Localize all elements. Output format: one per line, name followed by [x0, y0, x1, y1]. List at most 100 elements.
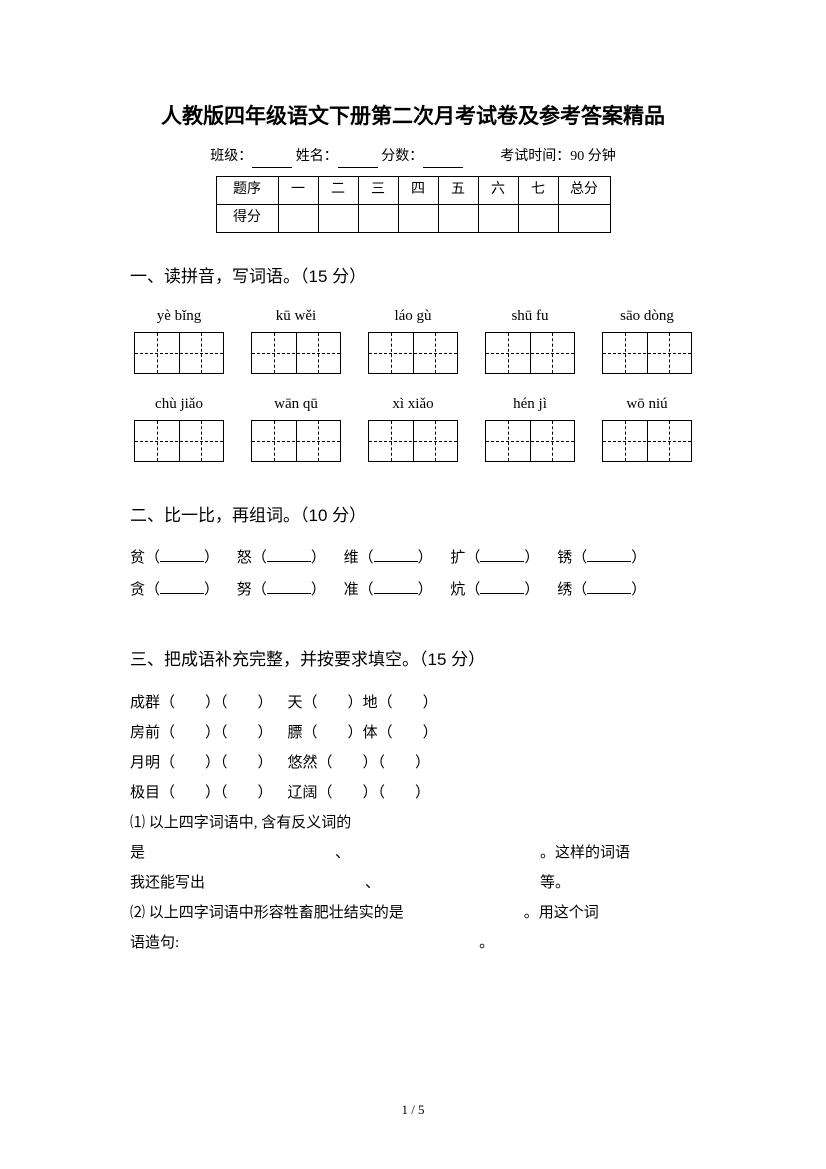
- pinyin-item: hén jì: [481, 392, 579, 462]
- idiom-part: 天: [288, 695, 303, 711]
- idiom-part: 极目: [130, 785, 160, 801]
- pinyin-row-2: chù jiǎo wān qū xì xiǎo hén jì wō niú: [130, 392, 696, 462]
- total-cell[interactable]: [558, 204, 610, 232]
- pinyin-item: wān qū: [247, 392, 345, 462]
- idiom-part: 悠然: [288, 755, 318, 771]
- col-header: 一: [278, 176, 318, 204]
- char-box[interactable]: [251, 332, 341, 374]
- pinyin-text: shū fu: [481, 304, 579, 324]
- blank[interactable]: [587, 580, 631, 594]
- char-box[interactable]: [485, 420, 575, 462]
- blank[interactable]: [480, 548, 524, 562]
- char-box[interactable]: [368, 420, 458, 462]
- class-label: 班级：: [210, 149, 252, 164]
- q2-line2: 语造句: 。: [130, 928, 696, 958]
- section2-heading: 二、比一比，再组词。（10 分）: [130, 502, 696, 529]
- pinyin-item: láo gù: [364, 304, 462, 374]
- idiom-part: 体: [363, 725, 378, 741]
- blank[interactable]: [160, 580, 204, 594]
- idiom-part: 房前: [130, 725, 160, 741]
- text: 是: [130, 845, 145, 861]
- document-title: 人教版四年级语文下册第二次月考试卷及参考答案精品: [130, 100, 696, 134]
- col-header: 三: [358, 176, 398, 204]
- pinyin-text: hén jì: [481, 392, 579, 412]
- info-line: 班级： 姓名： 分数： 考试时间：90 分钟: [130, 146, 696, 168]
- score-cell[interactable]: [358, 204, 398, 232]
- name-blank[interactable]: [338, 152, 378, 168]
- char-box[interactable]: [134, 332, 224, 374]
- row-label: 得分: [216, 204, 278, 232]
- col-header: 四: [398, 176, 438, 204]
- score-cell[interactable]: [318, 204, 358, 232]
- char: 贪: [130, 582, 145, 598]
- score-table: 题序 一 二 三 四 五 六 七 总分 得分: [216, 176, 611, 233]
- col-header: 二: [318, 176, 358, 204]
- pinyin-text: wō niú: [598, 392, 696, 412]
- text: 语造句:: [130, 935, 179, 951]
- text: 。: [479, 935, 494, 951]
- text: 、: [365, 875, 380, 891]
- q2-line1: ⑵ 以上四字词语中形容牲畜肥壮结实的是 。用这个词: [130, 898, 696, 928]
- pinyin-item: sāo dòng: [598, 304, 696, 374]
- pinyin-item: yè bǐng: [130, 304, 228, 374]
- compare-line-1: 贫（） 怒（） 维（） 扩（） 锈（）: [130, 543, 696, 575]
- pinyin-text: láo gù: [364, 304, 462, 324]
- name-label: 姓名：: [296, 149, 338, 164]
- char-box[interactable]: [602, 332, 692, 374]
- char: 准: [344, 582, 359, 598]
- class-blank[interactable]: [252, 152, 292, 168]
- text: 、: [335, 845, 350, 861]
- score-cell[interactable]: [438, 204, 478, 232]
- pinyin-text: kū wěi: [247, 304, 345, 324]
- idiom-part: 膘: [288, 725, 303, 741]
- text: 。用这个词: [524, 905, 599, 921]
- table-row: 得分: [216, 204, 610, 232]
- pinyin-text: chù jiǎo: [130, 392, 228, 412]
- idiom-part: 成群: [130, 695, 160, 711]
- text: 我还能写出: [130, 875, 205, 891]
- blank[interactable]: [480, 580, 524, 594]
- compare-line-2: 贪（） 努（） 准（） 炕（） 绣（）: [130, 575, 696, 607]
- score-cell[interactable]: [518, 204, 558, 232]
- pinyin-text: yè bǐng: [130, 304, 228, 324]
- text: 等。: [540, 875, 570, 891]
- pinyin-text: xì xiǎo: [364, 392, 462, 412]
- char: 努: [237, 582, 252, 598]
- score-cell[interactable]: [478, 204, 518, 232]
- char: 锈: [557, 550, 572, 566]
- blank[interactable]: [160, 548, 204, 562]
- pinyin-text: sāo dòng: [598, 304, 696, 324]
- pinyin-item: shū fu: [481, 304, 579, 374]
- blank[interactable]: [374, 548, 418, 562]
- score-label: 分数：: [381, 149, 423, 164]
- score-blank[interactable]: [423, 152, 463, 168]
- idiom-row-3: 月明（ ）（ ） 悠然（ ）（ ）: [130, 748, 696, 778]
- char-box[interactable]: [368, 332, 458, 374]
- score-cell[interactable]: [278, 204, 318, 232]
- blank[interactable]: [267, 548, 311, 562]
- char: 扩: [450, 550, 465, 566]
- blank[interactable]: [374, 580, 418, 594]
- char: 贫: [130, 550, 145, 566]
- blank[interactable]: [267, 580, 311, 594]
- blank[interactable]: [587, 548, 631, 562]
- pinyin-item: xì xiǎo: [364, 392, 462, 462]
- char-box[interactable]: [485, 332, 575, 374]
- char: 怒: [237, 550, 252, 566]
- char-box[interactable]: [602, 420, 692, 462]
- pinyin-item: chù jiǎo: [130, 392, 228, 462]
- text: 。这样的词语: [540, 845, 630, 861]
- char: 绣: [557, 582, 572, 598]
- score-cell[interactable]: [398, 204, 438, 232]
- idiom-row-1: 成群（ ）（ ） 天（ ）地（ ）: [130, 688, 696, 718]
- text: ⑵ 以上四字词语中形容牲畜肥壮结实的是: [130, 905, 404, 921]
- total-header: 总分: [558, 176, 610, 204]
- char-box[interactable]: [251, 420, 341, 462]
- idiom-row-4: 极目（ ）（ ） 辽阔（ ）（ ）: [130, 778, 696, 808]
- q1-line3: 我还能写出 、 等。: [130, 868, 696, 898]
- pinyin-item: wō niú: [598, 392, 696, 462]
- char-box[interactable]: [134, 420, 224, 462]
- col-header: 六: [478, 176, 518, 204]
- pinyin-text: wān qū: [247, 392, 345, 412]
- char: 维: [344, 550, 359, 566]
